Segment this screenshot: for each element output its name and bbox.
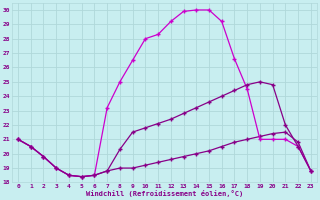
X-axis label: Windchill (Refroidissement éolien,°C): Windchill (Refroidissement éolien,°C)	[86, 190, 243, 197]
